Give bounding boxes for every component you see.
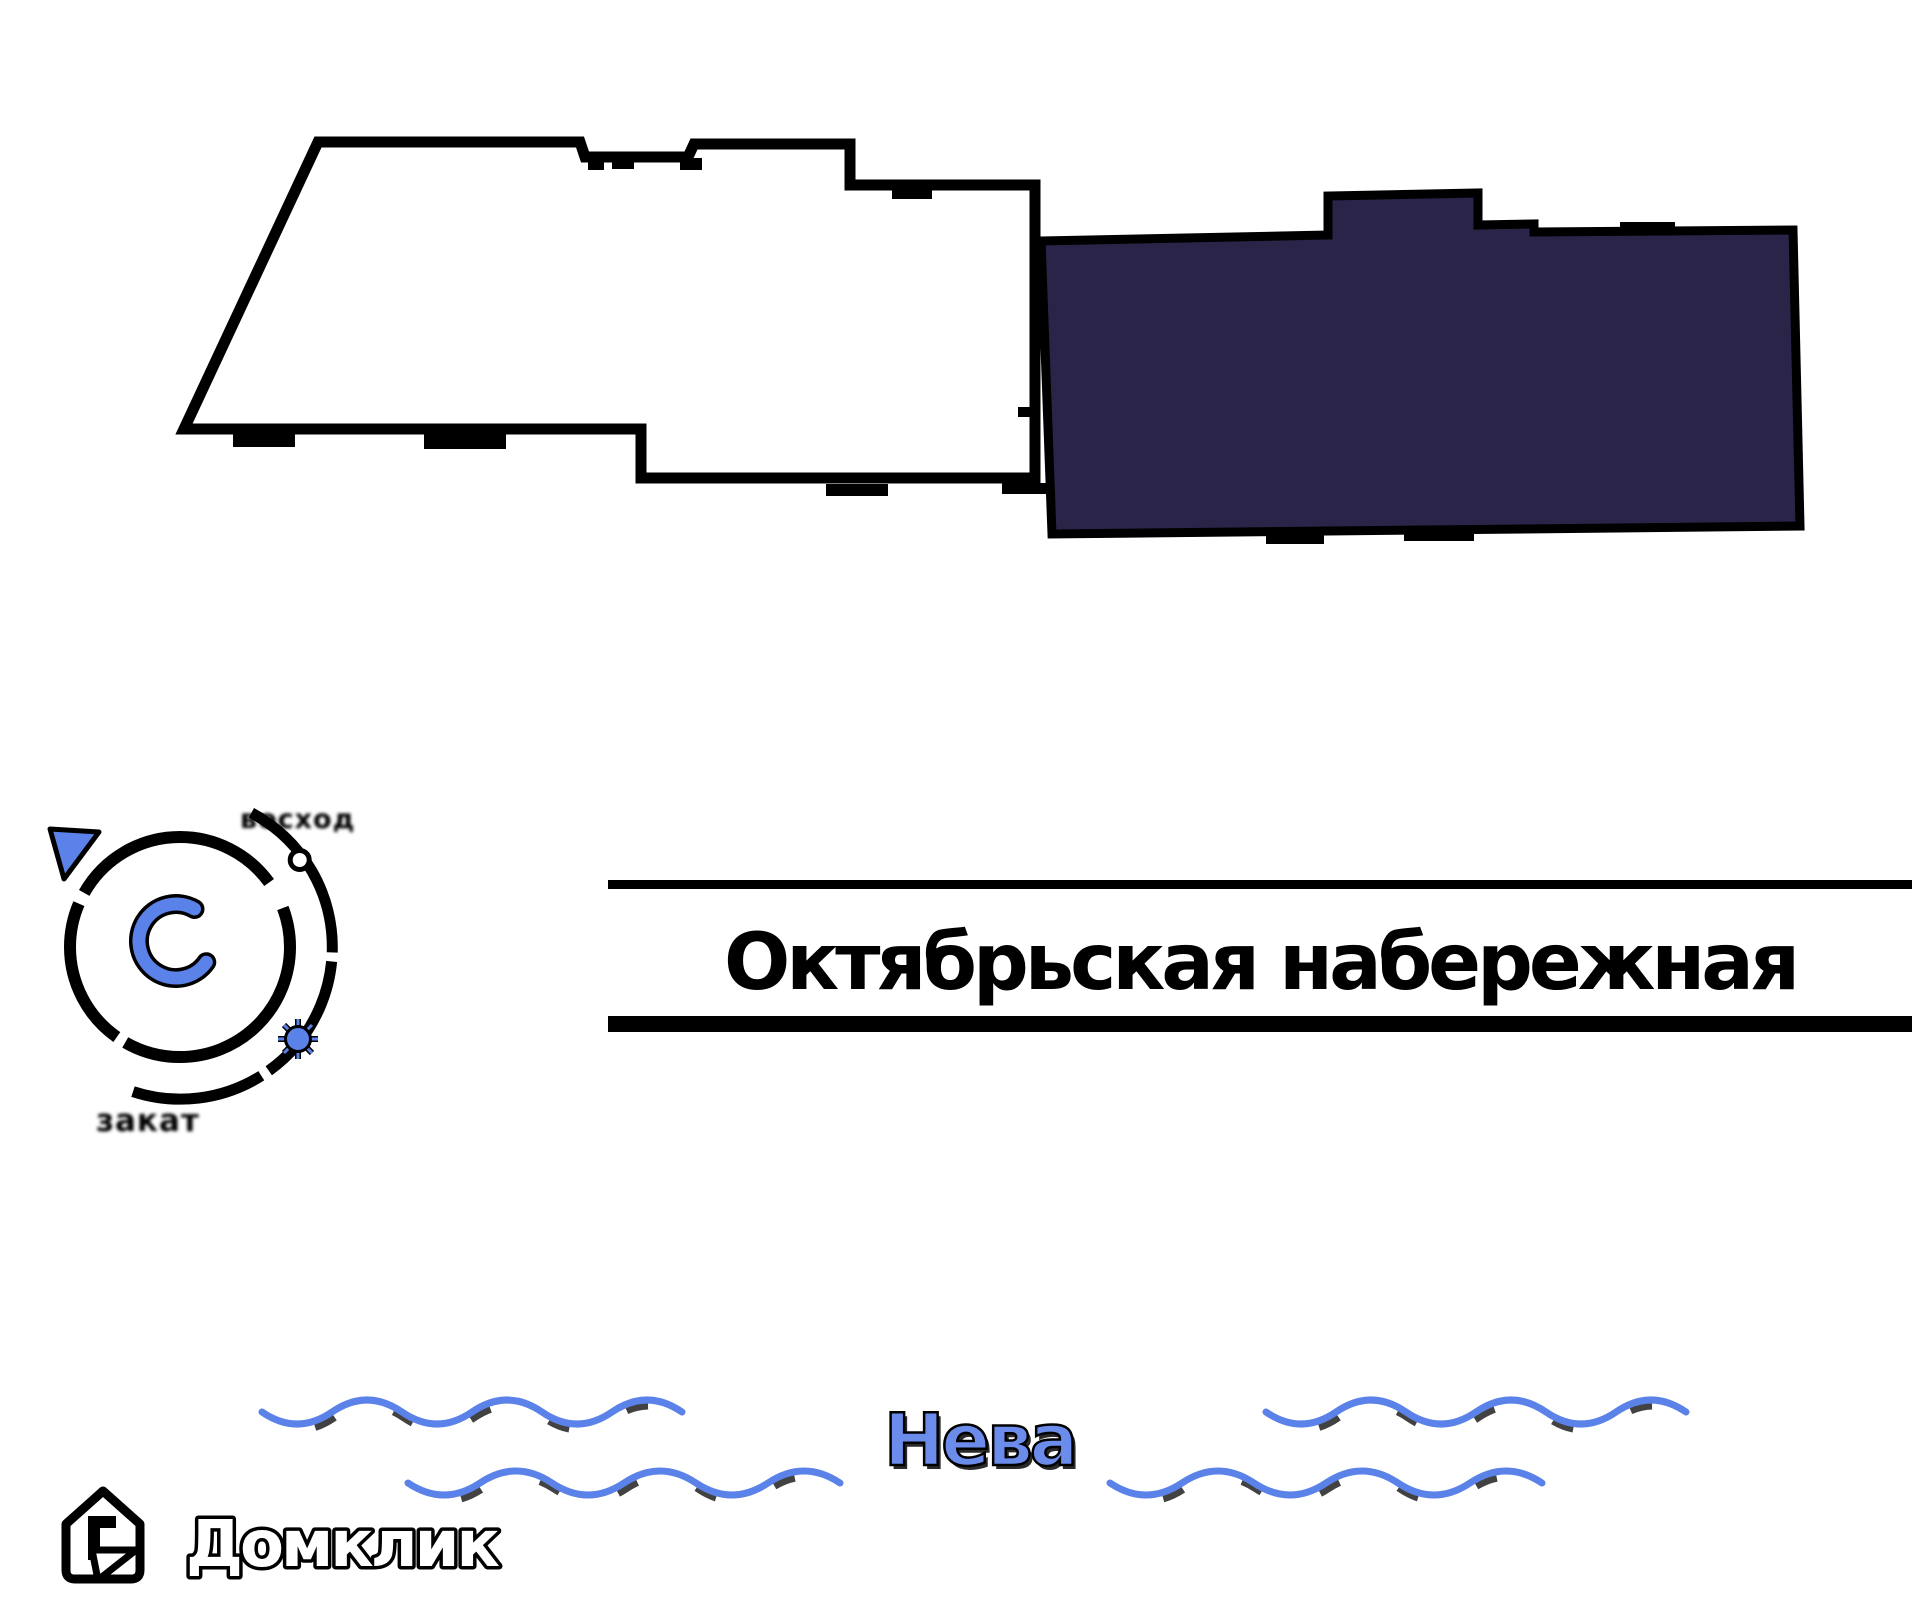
- compass: [47, 807, 338, 1105]
- logo-text: Домклик: [186, 1508, 499, 1582]
- wave-shadow: [408, 1473, 844, 1505]
- highlighted-building: [1036, 188, 1805, 539]
- outlined-building: [175, 136, 1041, 484]
- crescent-moon-icon: [129, 894, 217, 989]
- street-name-label: Октябрьская набережная: [723, 918, 1800, 1008]
- sun-icon: [278, 1019, 318, 1059]
- river-name-label: Нева: [883, 1398, 1080, 1482]
- sunrise-label: восход: [240, 804, 356, 835]
- wave-shadow: [1110, 1473, 1546, 1505]
- wave-line-icon: [1262, 1396, 1690, 1428]
- wave-shadow: [262, 1402, 686, 1434]
- river-waves: [258, 1396, 1690, 1505]
- wave-shadow: [1266, 1402, 1690, 1434]
- wave-line-icon: [404, 1467, 844, 1499]
- north-arrow-icon: [47, 826, 102, 882]
- street-lower-line: [608, 1016, 1912, 1032]
- wave-line-icon: [258, 1396, 686, 1428]
- sunset-label: закат: [96, 1103, 200, 1139]
- street: [608, 880, 1912, 1032]
- wave-line-icon: [1106, 1467, 1546, 1499]
- compass-ring: [64, 831, 296, 1063]
- domklik-logo: Домклик: [61, 1486, 506, 1586]
- street-upper-line: [608, 880, 1912, 889]
- house-icon: [61, 1486, 145, 1584]
- sunrise-point-icon: [287, 848, 312, 872]
- edge-tick-marks: [233, 158, 1675, 544]
